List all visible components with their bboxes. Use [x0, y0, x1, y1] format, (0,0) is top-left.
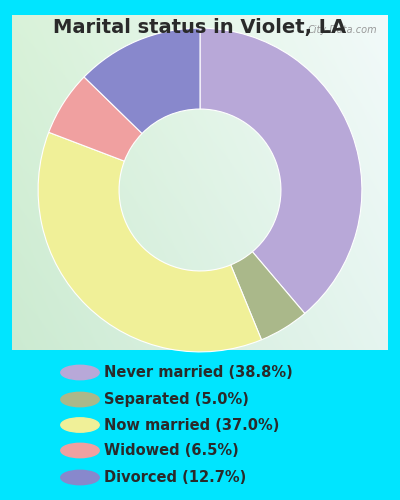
Text: Never married (38.8%): Never married (38.8%): [104, 365, 293, 380]
Wedge shape: [200, 28, 362, 314]
Circle shape: [61, 418, 99, 432]
Circle shape: [61, 392, 99, 406]
Wedge shape: [84, 28, 200, 134]
Text: Widowed (6.5%): Widowed (6.5%): [104, 443, 239, 458]
Circle shape: [61, 470, 99, 484]
Circle shape: [61, 366, 99, 380]
Text: City-Data.com: City-Data.com: [307, 25, 377, 35]
Wedge shape: [49, 77, 142, 161]
Text: Divorced (12.7%): Divorced (12.7%): [104, 470, 246, 485]
Text: Separated (5.0%): Separated (5.0%): [104, 392, 249, 407]
Text: Now married (37.0%): Now married (37.0%): [104, 418, 279, 432]
Wedge shape: [38, 132, 262, 352]
Circle shape: [61, 444, 99, 458]
Text: Marital status in Violet, LA: Marital status in Violet, LA: [53, 18, 347, 36]
Wedge shape: [231, 252, 305, 340]
